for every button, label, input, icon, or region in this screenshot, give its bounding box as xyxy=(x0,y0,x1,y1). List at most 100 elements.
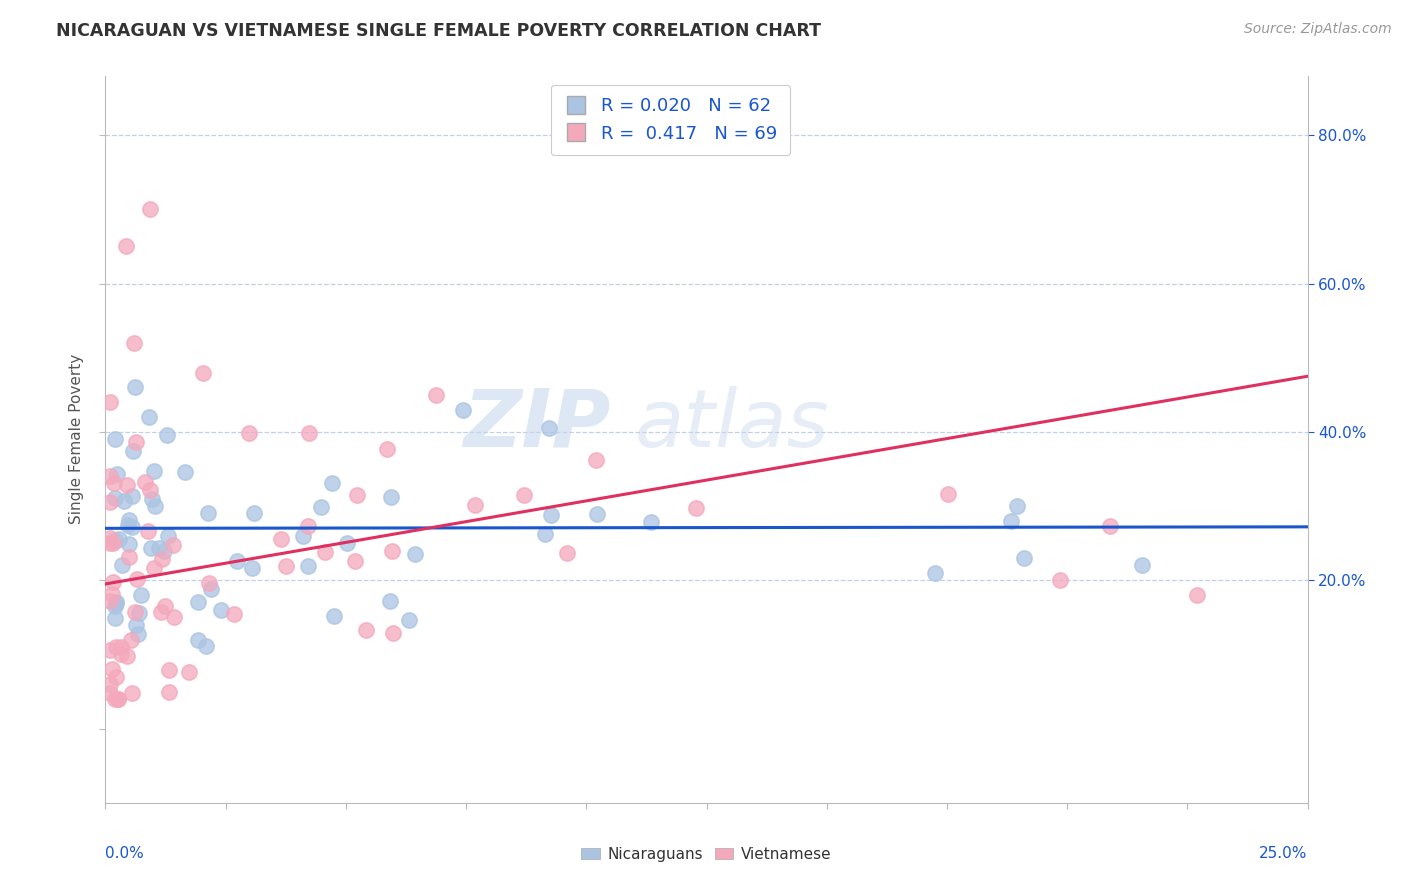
Point xyxy=(225,554,247,568)
Point xyxy=(586,507,609,521)
Point xyxy=(298,426,321,441)
Point xyxy=(142,560,165,574)
Point xyxy=(1130,558,1153,573)
Point xyxy=(98,642,121,657)
Point xyxy=(115,239,138,253)
Point xyxy=(107,467,129,481)
Point xyxy=(128,606,150,620)
Point xyxy=(98,685,121,699)
Point xyxy=(125,572,148,586)
Point xyxy=(104,432,127,446)
Point xyxy=(240,561,263,575)
Point xyxy=(117,513,139,527)
Point xyxy=(924,566,946,580)
Point xyxy=(121,685,143,699)
Point xyxy=(127,627,149,641)
Point xyxy=(98,495,121,509)
Point xyxy=(380,594,402,608)
Point xyxy=(103,475,125,490)
Point xyxy=(197,506,219,520)
Point xyxy=(242,506,264,520)
Point xyxy=(101,662,124,676)
Point xyxy=(107,692,129,706)
Point xyxy=(107,692,129,706)
Point xyxy=(292,529,315,543)
Point xyxy=(425,388,447,402)
Point xyxy=(141,491,163,506)
Point xyxy=(297,558,319,573)
Point xyxy=(404,547,426,561)
Point xyxy=(179,665,201,679)
Point xyxy=(138,410,160,425)
Point xyxy=(98,531,121,545)
Point xyxy=(1187,588,1209,602)
Point xyxy=(380,491,402,505)
Point xyxy=(187,595,209,609)
Point xyxy=(103,535,125,549)
Point xyxy=(537,420,560,434)
Point xyxy=(139,541,162,556)
Point xyxy=(640,515,662,529)
Point xyxy=(104,599,127,613)
Point xyxy=(1099,519,1122,533)
Point xyxy=(335,536,357,550)
Point xyxy=(107,533,129,547)
Point xyxy=(513,488,536,502)
Point xyxy=(104,611,127,625)
Point xyxy=(124,380,146,394)
Point xyxy=(685,500,707,515)
Point xyxy=(187,632,209,647)
Point xyxy=(191,366,214,380)
Point xyxy=(101,574,124,589)
Point xyxy=(104,533,127,548)
Point xyxy=(104,595,127,609)
Point xyxy=(297,519,319,533)
Point xyxy=(375,442,398,457)
Point xyxy=(157,684,180,698)
Point xyxy=(198,575,221,590)
Point xyxy=(98,594,121,608)
Point xyxy=(157,663,180,677)
Point xyxy=(1049,574,1071,588)
Point xyxy=(120,632,142,647)
Point xyxy=(162,538,184,552)
Point xyxy=(381,626,404,640)
Point xyxy=(115,478,138,492)
Point xyxy=(104,692,127,706)
Point xyxy=(344,554,367,568)
Point xyxy=(1005,499,1028,513)
Point xyxy=(111,558,134,573)
Point xyxy=(139,202,162,217)
Point xyxy=(104,640,127,655)
Point xyxy=(104,595,127,609)
Point xyxy=(1000,514,1022,528)
Point xyxy=(555,546,578,560)
Point xyxy=(238,425,260,440)
Point xyxy=(118,537,141,551)
Text: 0.0%: 0.0% xyxy=(105,847,145,862)
Point xyxy=(274,558,297,573)
Point xyxy=(222,607,245,621)
Point xyxy=(139,483,162,497)
Point xyxy=(534,526,557,541)
Point xyxy=(115,649,138,664)
Point xyxy=(150,552,173,566)
Point xyxy=(105,670,128,684)
Point xyxy=(98,536,121,550)
Point xyxy=(110,648,132,662)
Point xyxy=(121,489,143,503)
Point xyxy=(117,518,139,533)
Point xyxy=(110,640,132,654)
Point xyxy=(134,475,156,490)
Point xyxy=(112,493,135,508)
Y-axis label: Single Female Poverty: Single Female Poverty xyxy=(69,354,84,524)
Text: Source: ZipAtlas.com: Source: ZipAtlas.com xyxy=(1244,22,1392,37)
Point xyxy=(1012,551,1035,566)
Point xyxy=(156,428,179,442)
Point xyxy=(309,500,332,514)
Text: 25.0%: 25.0% xyxy=(1260,847,1308,862)
Point xyxy=(153,599,176,614)
Point xyxy=(143,499,166,513)
Point xyxy=(381,544,404,558)
Point xyxy=(346,488,368,502)
